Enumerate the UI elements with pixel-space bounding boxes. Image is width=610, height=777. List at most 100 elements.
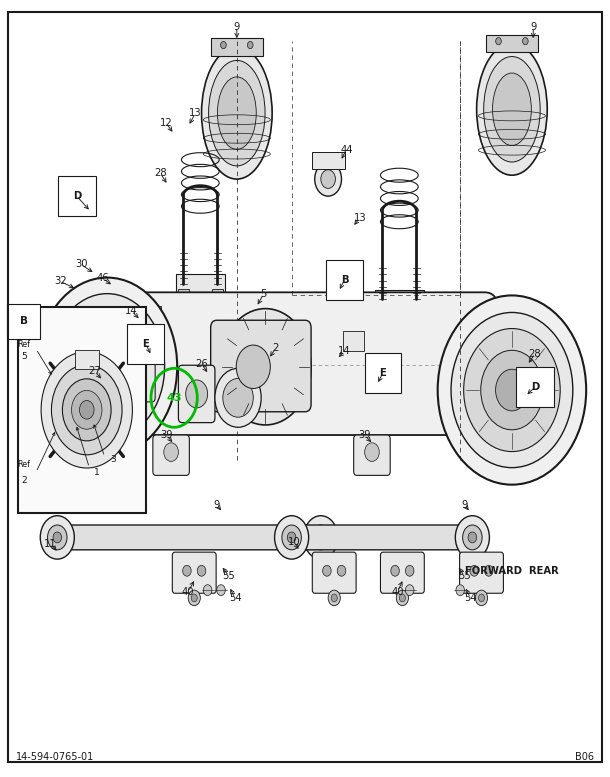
Circle shape [203, 585, 212, 596]
FancyBboxPatch shape [354, 435, 390, 476]
Text: B: B [341, 275, 348, 285]
Circle shape [68, 372, 110, 427]
FancyBboxPatch shape [312, 152, 345, 169]
Text: 28: 28 [154, 168, 167, 178]
Circle shape [365, 443, 379, 462]
FancyBboxPatch shape [18, 307, 146, 513]
Circle shape [321, 170, 336, 188]
Text: D: D [73, 191, 81, 201]
Ellipse shape [484, 57, 540, 162]
Text: 14-594-0765-01: 14-594-0765-01 [16, 752, 94, 762]
Circle shape [323, 566, 331, 577]
Circle shape [62, 379, 111, 441]
Text: 46: 46 [96, 274, 109, 284]
Text: 9: 9 [234, 22, 240, 32]
Text: E: E [379, 368, 386, 378]
FancyBboxPatch shape [153, 435, 189, 476]
Circle shape [79, 400, 94, 419]
Text: 9: 9 [214, 500, 220, 510]
Circle shape [400, 594, 406, 602]
Text: 2: 2 [21, 476, 27, 485]
Circle shape [217, 585, 225, 596]
Text: 39: 39 [358, 430, 371, 440]
Circle shape [484, 566, 493, 577]
Circle shape [470, 566, 478, 577]
Circle shape [197, 566, 206, 577]
Text: 28: 28 [529, 349, 541, 359]
FancyBboxPatch shape [113, 336, 155, 402]
Circle shape [481, 350, 543, 430]
Text: 12: 12 [160, 118, 173, 128]
Circle shape [164, 443, 178, 462]
Circle shape [438, 295, 586, 485]
Circle shape [391, 566, 400, 577]
Circle shape [60, 362, 118, 437]
Text: 40: 40 [391, 587, 404, 597]
Text: 26: 26 [195, 359, 208, 368]
Circle shape [92, 347, 123, 386]
Text: D: D [531, 382, 539, 392]
Circle shape [182, 566, 191, 577]
Circle shape [396, 591, 409, 605]
Text: 1: 1 [94, 468, 100, 477]
Circle shape [41, 352, 132, 468]
Circle shape [462, 525, 482, 550]
Circle shape [78, 385, 100, 413]
FancyBboxPatch shape [100, 292, 498, 435]
Circle shape [464, 329, 560, 451]
Text: 30: 30 [75, 260, 87, 270]
Text: 40: 40 [182, 587, 195, 597]
Circle shape [331, 594, 337, 602]
FancyBboxPatch shape [59, 525, 321, 550]
Ellipse shape [492, 73, 531, 145]
Circle shape [478, 594, 484, 602]
Text: 14: 14 [125, 306, 138, 316]
Circle shape [71, 390, 102, 429]
Circle shape [337, 566, 346, 577]
Text: 55: 55 [458, 571, 471, 581]
FancyBboxPatch shape [375, 290, 424, 307]
Circle shape [48, 525, 67, 550]
Circle shape [37, 277, 177, 456]
Text: 44: 44 [340, 145, 353, 155]
Circle shape [304, 516, 338, 559]
Text: 5: 5 [260, 289, 267, 299]
FancyBboxPatch shape [486, 34, 538, 52]
Circle shape [455, 516, 489, 559]
Circle shape [287, 532, 296, 543]
Circle shape [475, 591, 487, 605]
FancyBboxPatch shape [176, 274, 224, 291]
Circle shape [185, 380, 207, 408]
Circle shape [451, 312, 573, 468]
Circle shape [223, 378, 253, 417]
Circle shape [274, 516, 309, 559]
Circle shape [282, 525, 301, 550]
Circle shape [220, 308, 311, 425]
Circle shape [406, 566, 414, 577]
FancyBboxPatch shape [178, 365, 215, 423]
Text: 43: 43 [167, 393, 182, 402]
Text: B: B [20, 316, 28, 326]
Circle shape [456, 585, 464, 596]
Circle shape [51, 365, 122, 455]
Circle shape [53, 532, 62, 543]
FancyBboxPatch shape [178, 289, 188, 300]
Text: 39: 39 [160, 430, 173, 440]
Text: Ref: Ref [17, 460, 31, 469]
Ellipse shape [217, 77, 256, 149]
Circle shape [496, 37, 501, 45]
Circle shape [315, 162, 342, 196]
Text: Ref: Ref [17, 340, 31, 349]
Ellipse shape [201, 47, 272, 179]
Circle shape [468, 532, 476, 543]
FancyBboxPatch shape [294, 525, 468, 550]
Text: 32: 32 [54, 277, 66, 287]
FancyBboxPatch shape [343, 331, 364, 351]
Text: 14: 14 [339, 347, 351, 357]
Text: 3: 3 [111, 455, 117, 465]
Text: FORWARD  REAR: FORWARD REAR [465, 566, 559, 576]
FancyBboxPatch shape [377, 305, 388, 315]
Circle shape [495, 369, 528, 411]
Text: 9: 9 [461, 500, 468, 510]
FancyBboxPatch shape [211, 38, 263, 56]
